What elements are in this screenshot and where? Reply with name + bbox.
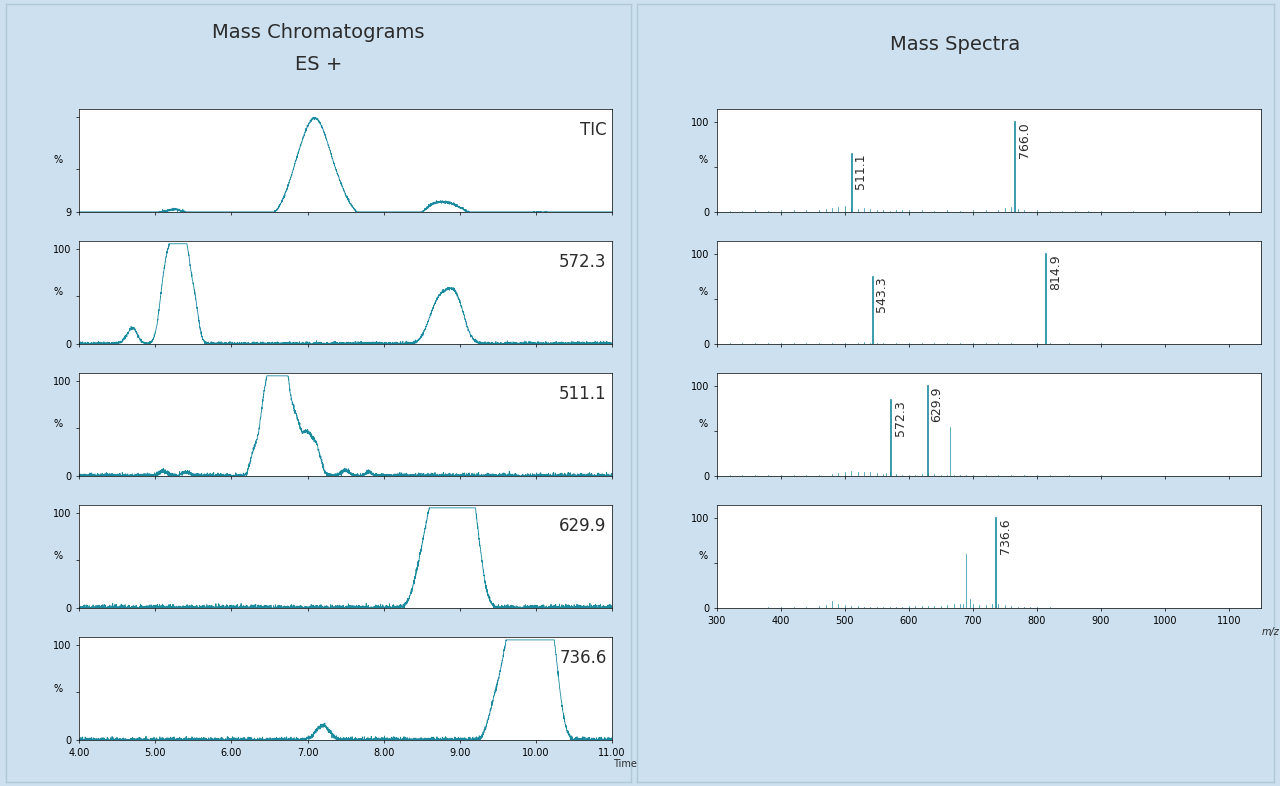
Y-axis label: %: % <box>699 420 708 429</box>
Text: 511.1: 511.1 <box>559 385 607 403</box>
Text: TIC: TIC <box>580 121 607 139</box>
Text: 736.6: 736.6 <box>998 519 1011 554</box>
Y-axis label: %: % <box>54 288 63 297</box>
Text: 736.6: 736.6 <box>559 649 607 667</box>
Y-axis label: %: % <box>699 552 708 561</box>
Text: Mass Chromatograms: Mass Chromatograms <box>212 24 425 42</box>
Text: 629.9: 629.9 <box>559 517 607 535</box>
Text: 572.3: 572.3 <box>893 400 906 435</box>
Y-axis label: %: % <box>54 156 63 165</box>
Y-axis label: %: % <box>54 684 63 693</box>
Y-axis label: %: % <box>54 552 63 561</box>
Text: 572.3: 572.3 <box>559 253 607 271</box>
Y-axis label: %: % <box>54 420 63 429</box>
Text: 629.9: 629.9 <box>931 387 943 422</box>
Text: 511.1: 511.1 <box>855 153 868 189</box>
Text: m/z: m/z <box>1262 626 1280 637</box>
Y-axis label: %: % <box>699 156 708 165</box>
Text: Mass Spectra: Mass Spectra <box>891 35 1020 54</box>
Text: 814.9: 814.9 <box>1048 255 1062 290</box>
Text: Time: Time <box>613 758 636 769</box>
Text: 543.3: 543.3 <box>876 277 888 312</box>
Y-axis label: %: % <box>699 288 708 297</box>
Text: ES +: ES + <box>294 54 343 74</box>
Text: 766.0: 766.0 <box>1018 123 1030 158</box>
